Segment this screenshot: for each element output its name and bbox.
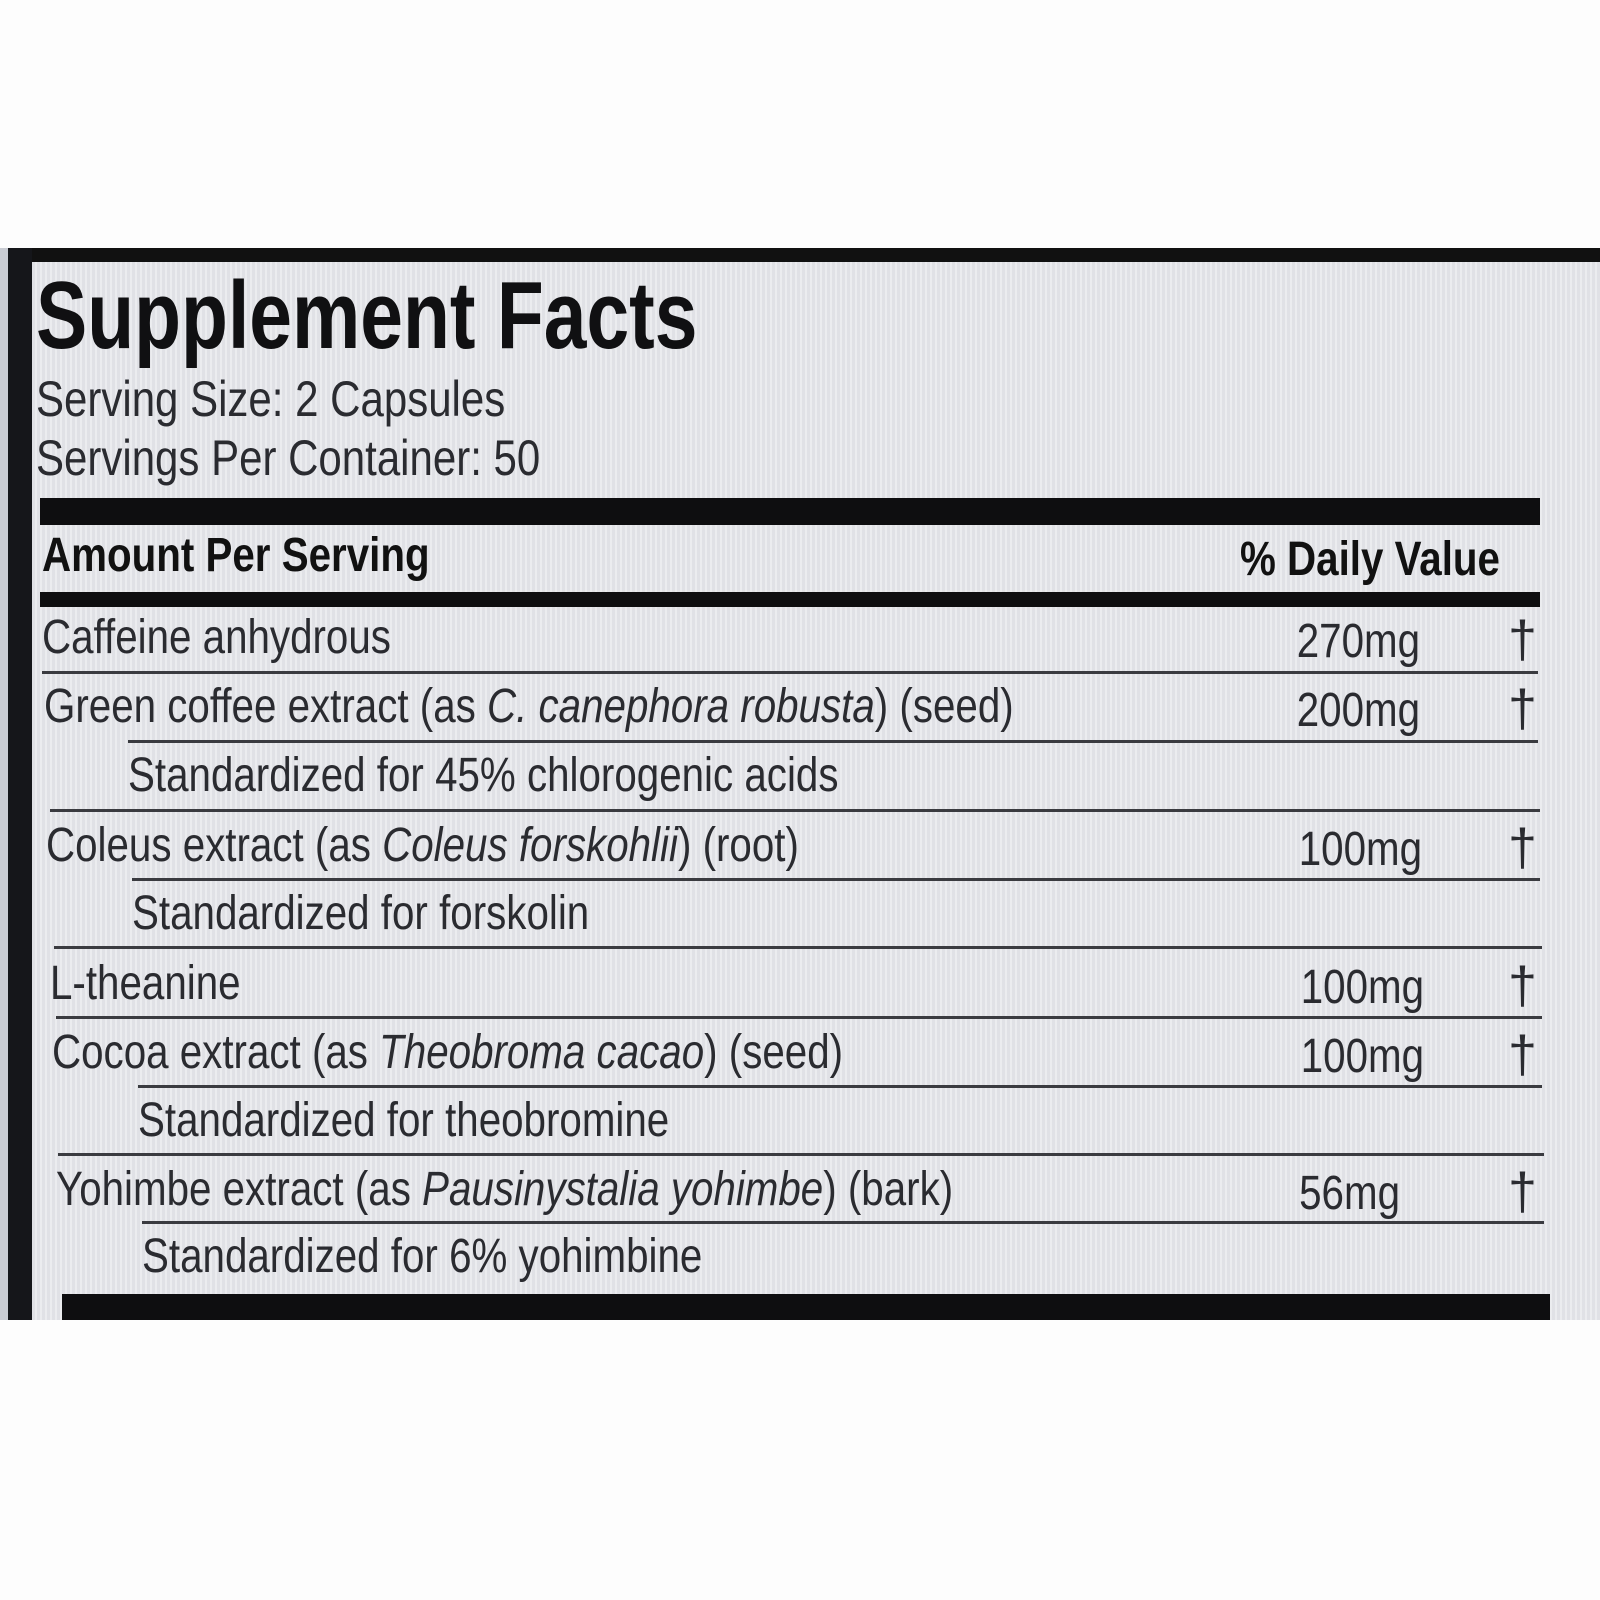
ingredient-name: Cocoa extract (as Theobroma cacao) (seed… [52, 1026, 844, 1079]
row-divider [42, 671, 1538, 674]
ingredient-note: Standardized for theobromine [138, 1094, 670, 1147]
dagger-mark: † [1508, 1163, 1537, 1221]
ingredient-name: Green coffee extract (as C. canephora ro… [44, 680, 1014, 733]
ingredient-name: Coleus extract (as Coleus forskohlii) (r… [46, 819, 799, 872]
ingredient-amount: 56mg [1299, 1167, 1400, 1220]
ingredient-amount: 100mg [1300, 1030, 1424, 1083]
row-divider [54, 946, 1542, 949]
dagger-mark: † [1508, 680, 1537, 738]
thick-divider-bottom [62, 1294, 1550, 1320]
row-divider [50, 809, 1540, 812]
medium-divider [40, 592, 1540, 607]
ingredient-amount: 270mg [1296, 615, 1420, 668]
supplement-facts-panel [0, 248, 1600, 1320]
row-divider [132, 878, 1540, 881]
row-divider [128, 740, 1538, 743]
daily-value-header: % Daily Value [1240, 533, 1500, 586]
row-divider [142, 1221, 1544, 1224]
serving-size: Serving Size: 2 Capsules [36, 371, 506, 427]
amount-per-serving-header: Amount Per Serving [42, 529, 430, 582]
ingredient-note: Standardized for forskolin [132, 887, 590, 940]
panel-title: Supplement Facts [36, 262, 698, 369]
ingredient-note: Standardized for 6% yohimbine [142, 1230, 703, 1283]
ingredient-amount: 100mg [1300, 961, 1424, 1014]
row-divider [138, 1085, 1542, 1088]
ingredient-name: L-theanine [50, 957, 241, 1010]
dagger-mark: † [1508, 1026, 1537, 1084]
panel-border-top [0, 248, 1600, 262]
ingredient-amount: 200mg [1296, 684, 1420, 737]
panel-edge [0, 248, 8, 1320]
row-divider [58, 1153, 1544, 1156]
ingredient-name: Yohimbe extract (as Pausinystalia yohimb… [56, 1163, 954, 1216]
ingredient-name: Caffeine anhydrous [42, 611, 391, 664]
thick-divider [40, 498, 1540, 525]
dagger-mark: † [1508, 957, 1537, 1015]
panel-border-left [8, 248, 32, 1320]
row-divider [56, 1016, 1542, 1019]
servings-per-container: Servings Per Container: 50 [36, 430, 541, 486]
ingredient-note: Standardized for 45% chlorogenic acids [128, 749, 839, 802]
dagger-mark: † [1508, 819, 1537, 877]
ingredient-amount: 100mg [1298, 823, 1422, 876]
dagger-mark: † [1508, 611, 1537, 669]
